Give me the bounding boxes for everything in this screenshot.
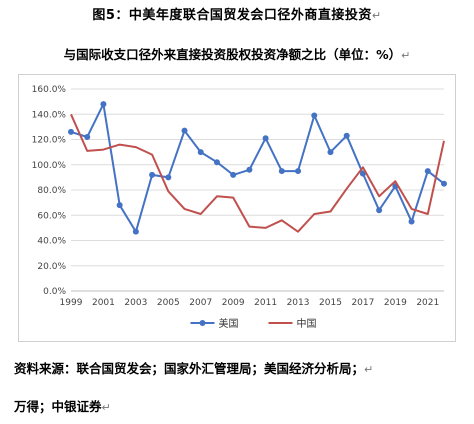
data-point [68, 128, 74, 135]
data-point [278, 168, 285, 175]
y-tick-label: 40.0% [37, 237, 66, 247]
data-point [213, 159, 220, 166]
data-point [197, 149, 204, 156]
x-tick-label: 2021 [416, 298, 439, 308]
data-point [327, 149, 334, 156]
x-tick-label: 2005 [157, 298, 180, 308]
data-point [424, 168, 431, 175]
x-tick-label: 2003 [124, 298, 147, 308]
line-chart: 0.0% 20.0% 40.0% 60.0% 80.0% 100.0% 120.0% 140.… [32, 85, 447, 330]
data-point [100, 101, 107, 108]
x-tick-label: 2007 [189, 298, 212, 308]
y-tick-label: 160.0% [32, 85, 67, 95]
data-point [230, 171, 237, 178]
x-tick-label: 2017 [351, 298, 374, 308]
figure-subtitle: 与国际收支口径外来直接投资股权投资净额之比（单位：%）↵ [63, 47, 411, 62]
data-point [262, 135, 269, 142]
series-line-1 [70, 103, 445, 233]
data-point [295, 168, 302, 175]
data-point [343, 132, 350, 139]
data-point [181, 127, 188, 134]
data-point [116, 202, 123, 209]
source-note-line-1: 资料来源：联合国贸发会；国家外汇管理局；美国经济分析局；↵ [14, 361, 374, 376]
x-tick-label: 2001 [92, 298, 115, 308]
y-tick-label: 120.0% [32, 136, 67, 146]
y-tick-label: 140.0% [32, 110, 67, 120]
x-tick-label: 2019 [384, 298, 407, 308]
x-tick-label: 2009 [222, 298, 245, 308]
x-tick-label: 1999 [60, 298, 83, 308]
x-tick-label: 2013 [287, 298, 310, 308]
y-tick-label: 20.0% [37, 262, 66, 272]
y-tick-label: 100.0% [32, 161, 67, 171]
legend-label-2: 中国 [297, 317, 317, 330]
data-point [165, 174, 172, 181]
data-point [149, 171, 156, 178]
figure-title: 图5：中美年度联合国贸发会口径外商直接投资↵ [92, 8, 382, 23]
series-line-2 [70, 113, 445, 233]
y-tick-label: 0.0% [43, 287, 66, 297]
x-tick-label: 2011 [254, 298, 277, 308]
y-tick-label: 60.0% [37, 211, 66, 221]
data-point [441, 180, 447, 187]
data-point [246, 166, 253, 173]
y-tick-label: 80.0% [37, 186, 66, 196]
legend-label-1: 美国 [219, 317, 239, 330]
source-note-line-2: 万得；中银证券↵ [14, 399, 111, 414]
data-point [311, 112, 318, 119]
data-point [376, 207, 383, 214]
legend-marker-1 [199, 320, 206, 326]
chart-frame: 0.0% 20.0% 40.0% 60.0% 80.0% 100.0% 120.0% 140.… [18, 74, 456, 342]
data-point [132, 228, 139, 235]
data-point [84, 133, 91, 140]
data-point [408, 218, 415, 225]
x-tick-label: 2015 [319, 298, 342, 308]
data-point [359, 170, 366, 177]
